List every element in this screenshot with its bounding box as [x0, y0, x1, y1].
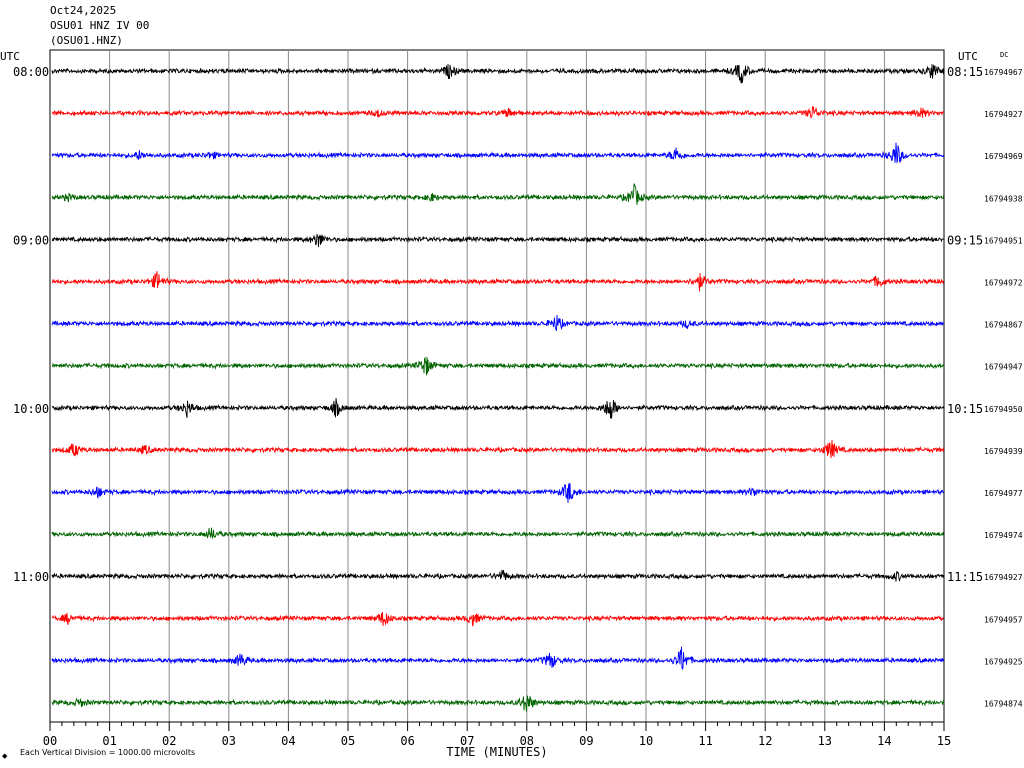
dc-value: 16794974: [984, 531, 1023, 540]
dc-value: 16794950: [984, 405, 1023, 414]
logo-mark: ◆: [2, 752, 8, 760]
x-tick-label: 09: [579, 734, 593, 748]
trace-row-9: [51, 439, 945, 459]
trace-row-15: [51, 695, 945, 712]
x-tick-label: 13: [818, 734, 832, 748]
dc-value: 16794957: [984, 615, 1023, 624]
trace-row-1: [51, 106, 945, 119]
dc-value: 16794927: [984, 110, 1023, 119]
trace-row-2: [51, 142, 945, 164]
right-time-label: 10:15: [947, 402, 983, 416]
trace-row-3: [51, 183, 945, 205]
x-tick-label: 10: [639, 734, 653, 748]
x-tick-label: 03: [222, 734, 236, 748]
dc-value: 16794951: [984, 236, 1023, 245]
trace-row-7: [51, 356, 945, 376]
right-time-label: 08:15: [947, 65, 983, 79]
x-tick-label: 08: [520, 734, 534, 748]
right-time-label: 11:15: [947, 570, 983, 584]
dc-value: 16794977: [984, 489, 1023, 498]
dc-value: 16794867: [984, 321, 1023, 330]
dc-value: 16794938: [984, 194, 1023, 203]
x-tick-label: 05: [341, 734, 355, 748]
channel-name: (OSU01.HNZ): [50, 34, 123, 47]
plot-date: Oct24,2025: [50, 4, 117, 17]
dc-value: 16794969: [984, 152, 1023, 161]
trace-row-12: [51, 569, 945, 583]
trace-row-13: [51, 611, 945, 627]
trace-row-5: [51, 271, 945, 292]
trace-row-10: [51, 483, 945, 503]
trace-row-8: [51, 398, 945, 419]
right-utc-label: UTC: [958, 50, 978, 63]
left-time-label: 10:00: [13, 402, 49, 416]
left-utc-label: UTC: [0, 50, 20, 63]
x-axis-title: TIME (MINUTES): [446, 745, 547, 759]
x-tick-label: 07: [460, 734, 474, 748]
x-tick-label: 06: [400, 734, 414, 748]
dc-value: 16794927: [984, 573, 1023, 582]
x-tick-label: 12: [758, 734, 772, 748]
trace-row-11: [51, 527, 945, 540]
x-tick-label: 14: [877, 734, 891, 748]
trace-row-4: [51, 233, 945, 248]
trace-row-14: [51, 646, 945, 670]
dc-value: 16794939: [984, 447, 1023, 456]
x-tick-label: 00: [43, 734, 57, 748]
x-tick-label: 11: [698, 734, 712, 748]
dc-value: 16794967: [984, 68, 1023, 77]
trace-row-6: [51, 314, 945, 332]
dc-value: 16794874: [984, 700, 1023, 709]
x-tick-label: 04: [281, 734, 295, 748]
trace-row-0: [51, 63, 945, 84]
left-time-label: 08:00: [13, 65, 49, 79]
x-tick-label: 01: [102, 734, 116, 748]
x-tick-label: 02: [162, 734, 176, 748]
left-time-label: 09:00: [13, 233, 49, 247]
plot-frame: [49, 49, 945, 723]
dc-value: 16794947: [984, 363, 1023, 372]
dc-label: DC: [1000, 51, 1008, 59]
station-name: OSU01 HNZ IV 00: [50, 19, 150, 32]
left-time-label: 11:00: [13, 570, 49, 584]
right-time-label: 09:15: [947, 233, 983, 247]
scale-note: Each Vertical Division = 1000.00 microvo…: [20, 748, 196, 757]
dc-value: 16794972: [984, 279, 1023, 288]
dc-value: 16794925: [984, 657, 1023, 666]
x-tick-label: 15: [937, 734, 951, 748]
